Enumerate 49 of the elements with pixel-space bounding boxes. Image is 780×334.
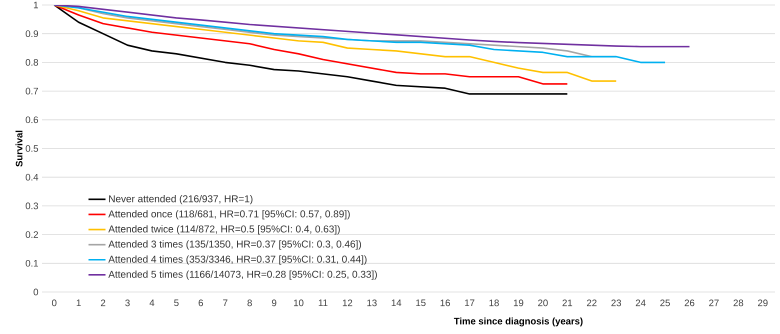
- x-tick-label: 10: [294, 300, 304, 306]
- x-tick-label: 3: [125, 300, 130, 306]
- x-tick-label: 13: [367, 300, 377, 306]
- y-tick-label: 1: [34, 2, 38, 8]
- x-tick-label: 26: [684, 300, 694, 306]
- x-tick-label: 11: [318, 300, 328, 306]
- y-tick-label: 0.5: [26, 145, 38, 152]
- x-tick-label: 23: [611, 300, 622, 306]
- x-tick-label: 24: [636, 300, 646, 306]
- x-tick-label: 15: [416, 300, 426, 306]
- y-tick-label: 0.2: [26, 231, 38, 238]
- y-axis-title: Survival: [16, 130, 22, 167]
- y-tick-label: 0.9: [26, 30, 38, 38]
- x-tick-label: 5: [174, 300, 179, 306]
- y-tick-label: 0.3: [26, 202, 38, 210]
- legend-label: Attended 5 times (1166/14073, HR=0.28 [95%CI: 0.25, 0.33]): [108, 270, 377, 280]
- x-tick-label: 27: [709, 300, 719, 306]
- legend-label: Never attended (216/937, HR=1): [109, 195, 252, 204]
- x-tick-label: 16: [440, 300, 450, 306]
- x-tick-label: 20: [538, 300, 548, 306]
- x-tick-label: 18: [489, 300, 499, 306]
- x-axis-title: Time since diagnosis (years): [454, 318, 583, 326]
- x-tick-label: 22: [586, 300, 597, 306]
- y-tick-label: 0.1: [26, 260, 38, 267]
- y-tick-label: 0.6: [26, 116, 38, 124]
- y-tick-label: 0.7: [26, 88, 38, 94]
- x-tick-label: 2: [100, 300, 106, 306]
- x-tick-label: 21: [562, 300, 572, 306]
- x-tick-label: 9: [272, 300, 276, 306]
- x-tick-label: 7: [223, 300, 228, 306]
- legend-label: Attended twice (114/872, HR=0.5 [95%CI: 0.4, 0.63]): [108, 225, 340, 234]
- x-tick-label: 17: [465, 300, 474, 306]
- y-tick-label: 0.4: [26, 174, 38, 181]
- x-tick-label: 28: [734, 300, 744, 306]
- x-tick-label: 0: [52, 300, 56, 306]
- x-tick-label: 6: [198, 300, 204, 306]
- x-tick-label: 19: [514, 300, 524, 306]
- y-tick-label: 0: [34, 288, 38, 296]
- x-tick-label: 4: [150, 300, 154, 306]
- x-tick-label: 1: [76, 300, 81, 306]
- x-tick-label: 12: [342, 300, 352, 306]
- x-tick-label: 8: [247, 300, 252, 306]
- y-tick-label: 0.8: [26, 59, 38, 66]
- legend-label: Attended once (118/681, HR=0.71 [95%CI: 0.57, 0.89]): [108, 210, 350, 220]
- legend-label: Attended 4 times (353/3346, HR=0.37 [95%CI: 0.31, 0.44]): [108, 255, 367, 265]
- x-tick-label: 25: [660, 300, 670, 306]
- x-tick-label: 29: [758, 300, 768, 306]
- x-tick-label: 14: [392, 300, 402, 306]
- legend-label: Attended 3 times (135/1350, HR=0.37 [95%CI: 0.3, 0.46]): [108, 240, 362, 250]
